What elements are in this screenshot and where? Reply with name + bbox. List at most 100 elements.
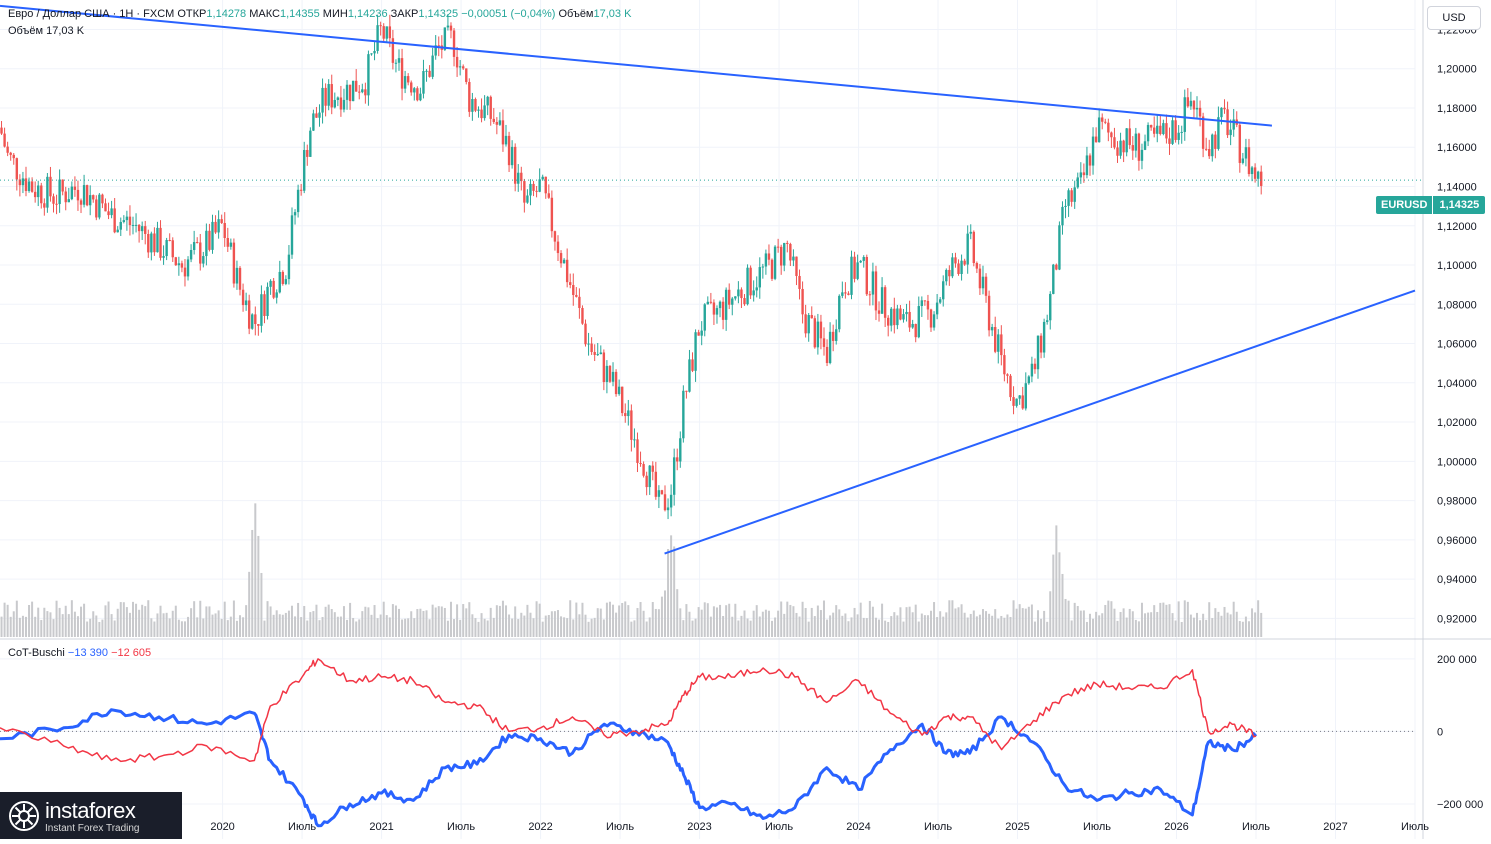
candle-down: [85, 185, 89, 206]
volume-bar: [899, 607, 902, 637]
candle-up: [807, 315, 810, 334]
volume-bar: [771, 620, 774, 637]
candle-up: [1052, 264, 1055, 294]
header-volume-value: 17,03 K: [593, 8, 632, 20]
candle-up: [669, 494, 673, 508]
cot-legend-name[interactable]: CoT-Buschi: [8, 647, 65, 659]
candle-up: [321, 87, 324, 113]
instaforex-logo: instaforex Instant Forex Trading: [0, 792, 182, 839]
volume-bar: [682, 620, 685, 637]
currency-button[interactable]: USD: [1427, 6, 1481, 30]
volume-bar: [459, 619, 462, 637]
candle-down: [6, 146, 9, 153]
candle-up: [1256, 171, 1260, 179]
volume-bar: [1223, 606, 1226, 637]
volume-bar: [1040, 618, 1043, 637]
open-value: 1,14278: [206, 8, 247, 20]
candle-up: [932, 314, 936, 328]
candle-up: [731, 298, 734, 305]
cot-tick-label: 0: [1437, 726, 1443, 738]
volume-bar: [1260, 612, 1263, 637]
candle-down: [721, 301, 725, 320]
time-tick-label: Июль: [447, 821, 475, 833]
volume-bar: [553, 611, 556, 637]
volume-bar: [419, 608, 422, 637]
volume-bar: [1079, 610, 1082, 637]
volume-bar: [358, 619, 361, 637]
time-tick-label: 2020: [210, 821, 234, 833]
volume-bar: [544, 615, 547, 637]
volume-bar: [1082, 610, 1085, 637]
volume-bar: [407, 618, 410, 637]
volume-bar: [1009, 616, 1012, 637]
candle-up: [890, 308, 893, 326]
candle-down: [1110, 132, 1113, 138]
candle-down: [972, 231, 976, 264]
volume-bar: [547, 615, 550, 637]
candle-up: [627, 410, 630, 417]
volume-bar: [217, 610, 220, 637]
volume-bar: [975, 616, 978, 637]
volume-bar: [254, 503, 257, 637]
candle-down: [474, 99, 477, 111]
symbol-title[interactable]: Евро / Доллар США · 1Н · FXCM: [8, 8, 175, 20]
volume-bar: [514, 606, 517, 637]
volume-bar: [850, 617, 853, 637]
volume-bar: [58, 607, 61, 637]
candle-down: [15, 158, 19, 180]
candle-down: [1174, 120, 1177, 140]
candle-down: [168, 240, 171, 242]
candle-down: [819, 321, 823, 339]
volume-bar: [1232, 601, 1235, 637]
candle-up: [526, 195, 529, 203]
volume-bar: [1052, 554, 1055, 637]
volume-bar: [208, 606, 211, 637]
volume-bar: [125, 607, 128, 637]
candle-up: [938, 299, 942, 303]
candle-up: [672, 457, 676, 495]
volume-bar: [1073, 602, 1076, 637]
volume-bar: [9, 616, 12, 637]
candle-up: [1140, 149, 1144, 161]
candle-down: [899, 308, 902, 320]
candle-up: [633, 439, 636, 441]
candle-up: [70, 186, 74, 200]
volume-bar: [180, 621, 183, 637]
candle-down: [95, 199, 98, 218]
candle-up: [150, 233, 153, 253]
volume-bar: [569, 600, 572, 637]
candle-down: [180, 263, 184, 268]
volume-bar: [1000, 615, 1003, 637]
candle-up: [202, 256, 205, 264]
candle-up: [835, 329, 838, 341]
volume-bar: [92, 611, 95, 637]
volume-legend-label[interactable]: Объём: [8, 25, 44, 37]
candle-up: [538, 179, 541, 192]
volume-bar: [349, 602, 352, 637]
volume-bar: [874, 617, 877, 637]
volume-bar: [410, 611, 413, 637]
price-tick-label: 1,10000: [1437, 260, 1477, 272]
candle-down: [339, 97, 343, 110]
candle-up: [458, 66, 462, 68]
candle-up: [1067, 190, 1070, 206]
candle-up: [269, 280, 272, 287]
volume-bar: [511, 618, 514, 637]
candle-layer: [0, 14, 1263, 520]
candle-down: [61, 179, 64, 192]
candle-up: [290, 215, 294, 255]
volume-bar: [1134, 619, 1137, 637]
volume-bar: [923, 615, 926, 637]
volume-bar: [150, 618, 153, 637]
volume-bar: [21, 615, 24, 637]
volume-bar: [939, 611, 942, 637]
candle-up: [773, 246, 777, 279]
candle-down: [1131, 145, 1134, 151]
volume-bar: [777, 610, 780, 637]
candle-up: [761, 266, 765, 268]
candle-up: [529, 183, 532, 196]
volume-bar: [501, 600, 504, 637]
volume-bar: [306, 620, 309, 637]
